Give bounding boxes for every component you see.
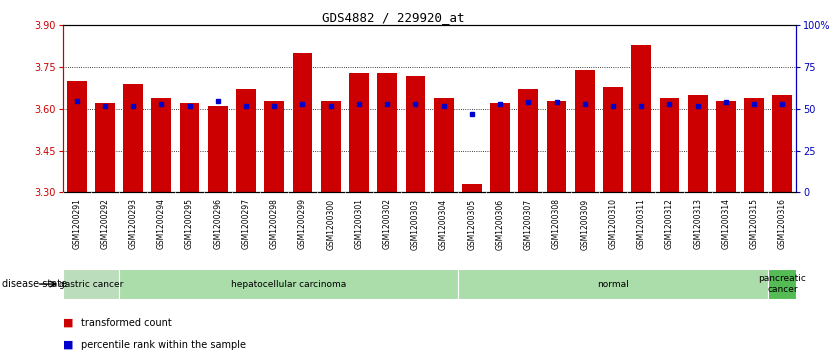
Bar (603, 87, 623, 192)
Bar (660, 98, 680, 192)
Bar (490, 103, 510, 192)
Bar (458, 269, 768, 299)
Text: GSM1200304: GSM1200304 (440, 199, 448, 250)
Text: GSM1200291: GSM1200291 (73, 199, 81, 249)
Bar (716, 101, 736, 192)
Text: GSM1200294: GSM1200294 (157, 199, 166, 249)
Bar (377, 73, 397, 192)
Bar (434, 98, 454, 192)
Text: GSM1200297: GSM1200297 (242, 199, 250, 249)
Bar (768, 269, 796, 299)
Text: GSM1200302: GSM1200302 (383, 199, 392, 249)
Text: GSM1200313: GSM1200313 (693, 199, 702, 249)
Text: GSM1200295: GSM1200295 (185, 199, 194, 249)
Text: GSM1200316: GSM1200316 (778, 199, 786, 249)
Text: disease state: disease state (2, 279, 67, 289)
Bar (462, 184, 482, 192)
Bar (95, 103, 115, 192)
Text: normal: normal (597, 280, 629, 289)
Text: gastric cancer: gastric cancer (58, 280, 123, 289)
Bar (179, 103, 199, 192)
Bar (519, 89, 538, 192)
Text: GSM1200309: GSM1200309 (580, 199, 590, 250)
Text: pancreatic
cancer: pancreatic cancer (758, 274, 806, 294)
Text: percentile rank within the sample: percentile rank within the sample (81, 340, 246, 350)
Text: GSM1200293: GSM1200293 (128, 199, 138, 249)
Bar (152, 98, 171, 192)
Bar (293, 53, 313, 192)
Text: hepatocellular carcinoma: hepatocellular carcinoma (231, 280, 346, 289)
Bar (123, 84, 143, 192)
Text: GSM1200312: GSM1200312 (665, 199, 674, 249)
Bar (264, 101, 284, 192)
Text: transformed count: transformed count (81, 318, 172, 328)
Bar (405, 76, 425, 192)
Bar (575, 70, 595, 192)
Text: GDS4882 / 229920_at: GDS4882 / 229920_at (322, 11, 464, 24)
Text: GSM1200315: GSM1200315 (750, 199, 759, 249)
Text: GSM1200311: GSM1200311 (636, 199, 646, 249)
Text: GSM1200292: GSM1200292 (100, 199, 109, 249)
Bar (67, 81, 87, 192)
Bar (236, 89, 256, 192)
Text: GSM1200303: GSM1200303 (411, 199, 420, 250)
Text: GSM1200314: GSM1200314 (721, 199, 731, 249)
Bar (63, 269, 119, 299)
Text: GSM1200296: GSM1200296 (214, 199, 223, 249)
Text: GSM1200306: GSM1200306 (495, 199, 505, 250)
Bar (119, 269, 458, 299)
Bar (631, 45, 651, 192)
Text: GSM1200307: GSM1200307 (524, 199, 533, 250)
Text: GSM1200299: GSM1200299 (298, 199, 307, 249)
Text: GSM1200310: GSM1200310 (609, 199, 617, 249)
Bar (321, 101, 340, 192)
Bar (772, 95, 792, 192)
Text: GSM1200301: GSM1200301 (354, 199, 364, 249)
Bar (349, 73, 369, 192)
Text: GSM1200298: GSM1200298 (269, 199, 279, 249)
Text: ■: ■ (63, 340, 73, 350)
Text: GSM1200308: GSM1200308 (552, 199, 561, 249)
Bar (688, 95, 707, 192)
Bar (744, 98, 764, 192)
Text: GSM1200305: GSM1200305 (467, 199, 476, 250)
Text: ■: ■ (63, 318, 73, 328)
Text: GSM1200300: GSM1200300 (326, 199, 335, 250)
Bar (208, 106, 228, 192)
Bar (546, 101, 566, 192)
